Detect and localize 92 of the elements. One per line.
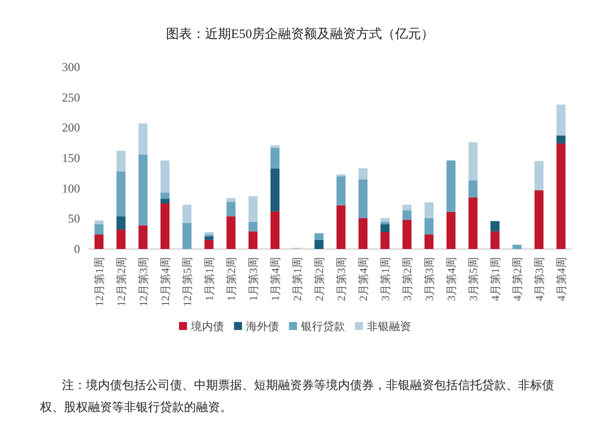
x-tick-label: 3月第4周 [446, 257, 458, 301]
y-tick-label: 0 [74, 242, 80, 256]
x-tick-label: 2月第3周 [336, 257, 348, 301]
bar [556, 104, 566, 136]
bar [248, 231, 258, 249]
legend-label: 海外债 [246, 321, 279, 333]
legend-label: 银行贷款 [300, 320, 345, 333]
bar [226, 202, 236, 216]
bar [446, 160, 456, 212]
bar [336, 205, 346, 249]
bar [270, 148, 280, 168]
x-tick-label: 4月第4周 [556, 257, 568, 301]
bar [204, 236, 214, 240]
y-tick-label: 200 [62, 120, 80, 135]
x-tick-label: 3月第1周 [380, 257, 392, 301]
bar [94, 234, 104, 249]
y-tick-label: 150 [62, 151, 80, 165]
bar [358, 179, 368, 218]
bar [468, 142, 478, 180]
y-tick-label: 300 [62, 60, 80, 74]
bar [248, 222, 258, 232]
bar [380, 232, 390, 249]
bar [490, 231, 500, 249]
x-tick-label: 12月第5周 [182, 257, 194, 306]
bar [402, 210, 412, 220]
bar [182, 222, 192, 249]
x-tick-label: 2月第2周 [314, 257, 326, 301]
bar [138, 154, 148, 226]
bar [226, 198, 236, 202]
bar [160, 192, 170, 199]
bar [160, 204, 170, 249]
bar [314, 233, 324, 240]
x-tick-label: 4月第2周 [512, 257, 524, 301]
bar [468, 180, 478, 198]
bar [116, 216, 126, 230]
bar [336, 176, 346, 206]
bar [534, 190, 544, 249]
bar [424, 234, 434, 249]
x-tick-label: 1月第1周 [204, 257, 216, 301]
x-tick-label: 4月第1周 [490, 257, 502, 301]
bar [116, 230, 126, 249]
x-tick-label: 1月第3周 [248, 257, 260, 301]
bar [270, 211, 280, 249]
x-tick-label: 1月第2周 [226, 257, 238, 301]
x-tick-label: 12月第2周 [116, 257, 128, 306]
bar [226, 216, 236, 249]
bar [94, 224, 104, 234]
bar [380, 218, 390, 222]
bar [138, 123, 148, 154]
bar [490, 221, 500, 232]
title: 图表：近期E50房企融资额及融资方式（亿元） [166, 26, 434, 41]
y-tick-label: 50 [68, 212, 80, 226]
bar [204, 240, 214, 249]
bar [446, 212, 456, 249]
bar [556, 143, 566, 249]
legend-label: 境内债 [190, 320, 224, 333]
x-tick-label: 12月第3周 [138, 257, 150, 306]
x-tick-label: 1月第4周 [270, 257, 282, 301]
bar [116, 171, 126, 216]
x-tick-label: 4月第3周 [534, 257, 546, 301]
x-tick-label: 12月第1周 [94, 257, 106, 306]
text: 注：境内债包括公司债、中期票据、短期融资券等境内债券，非银融资包括信托贷款、非标债权、股权融资等非银行贷款的融资。 [40, 377, 555, 416]
bar [160, 160, 170, 193]
bar [468, 197, 478, 249]
bar [402, 204, 412, 210]
bar [182, 204, 192, 223]
x-tick-label: 12月第4周 [160, 257, 172, 306]
bar [270, 168, 280, 212]
bar [380, 222, 390, 224]
bar [534, 161, 544, 190]
bar [116, 150, 126, 172]
x-tick-label: 3月第5周 [468, 257, 480, 301]
bar [160, 198, 170, 204]
bar [248, 196, 258, 222]
x-tick-label: 2月第1周 [292, 257, 304, 301]
bar [94, 220, 104, 224]
bar [424, 202, 434, 218]
legend-label: 非银融资 [367, 320, 411, 333]
bar [138, 225, 148, 249]
y-tick-label: 100 [62, 181, 80, 196]
x-tick-label: 2月第4周 [358, 257, 370, 301]
bar [512, 244, 522, 249]
bar [380, 224, 390, 232]
bar [358, 218, 368, 249]
bar [314, 240, 324, 249]
bar [402, 220, 412, 249]
x-tick-label: 3月第3周 [424, 257, 436, 301]
x-tick-label: 3月第2周 [402, 257, 414, 301]
y-tick-label: 250 [62, 90, 80, 104]
bar [424, 218, 434, 234]
bar [556, 136, 566, 144]
bar [358, 168, 368, 180]
